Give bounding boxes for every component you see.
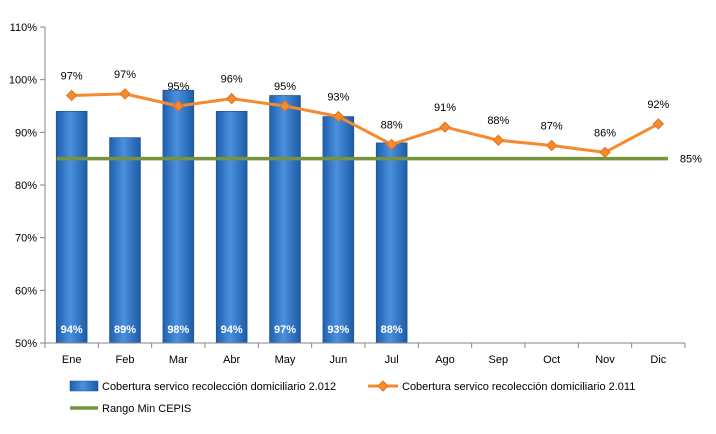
y-tick-label: 110% bbox=[10, 22, 38, 34]
legend-swatch-bar bbox=[69, 380, 99, 392]
line-data-label: 97% bbox=[114, 69, 136, 81]
legend-label: Rango Min CEPIS bbox=[102, 403, 191, 415]
y-tick-label: 70% bbox=[15, 233, 37, 245]
line-data-label: 91% bbox=[434, 102, 456, 114]
reference-line-label: 85% bbox=[680, 154, 702, 166]
x-axis: Ene Feb Mar Abr May Jun Jul Ago Sep Oct Nov Dic bbox=[44, 342, 686, 366]
line-marker bbox=[119, 88, 131, 100]
x-tick-label: May bbox=[275, 354, 296, 366]
bar-data-label: 88% bbox=[381, 324, 403, 336]
line-data-label: 97% bbox=[61, 70, 83, 82]
line-marker bbox=[225, 92, 238, 105]
legend: Cobertura servico recolección domiciliar… bbox=[69, 380, 635, 415]
x-tick-label: Ago bbox=[435, 354, 455, 366]
line-series bbox=[56, 88, 668, 161]
bar-data-label: 93% bbox=[327, 324, 349, 336]
line-marker bbox=[652, 118, 665, 130]
line-data-label: 88% bbox=[487, 115, 509, 127]
bar bbox=[162, 89, 195, 344]
x-tick-label: Abr bbox=[223, 354, 240, 366]
legend-marker bbox=[377, 380, 389, 392]
y-tick-label: 100% bbox=[9, 75, 37, 87]
y-tick-label: 50% bbox=[15, 338, 37, 350]
x-tick-label: Jul bbox=[385, 354, 399, 366]
y-axis: 50% 60% 70% 80% 90% 100% 110% bbox=[9, 22, 46, 350]
line-marker bbox=[279, 100, 291, 112]
series-line bbox=[71, 92, 660, 154]
line-data-label: 93% bbox=[327, 92, 349, 104]
line-marker bbox=[439, 121, 451, 133]
bar-data-label: 89% bbox=[114, 324, 136, 336]
line-data-label: 87% bbox=[541, 121, 563, 133]
y-tick-label: 80% bbox=[15, 180, 37, 192]
x-tick-label: Jun bbox=[329, 354, 347, 366]
x-tick-label: Ene bbox=[62, 354, 82, 366]
line-marker bbox=[492, 134, 505, 146]
legend-label: Cobertura servico recolección domiciliar… bbox=[102, 381, 336, 393]
bar-data-label: 97% bbox=[274, 324, 296, 336]
x-tick-label: Feb bbox=[116, 354, 135, 366]
line-marker bbox=[332, 110, 345, 123]
x-tick-label: Sep bbox=[489, 354, 509, 366]
line-data-label: 96% bbox=[221, 74, 243, 86]
bar bbox=[375, 142, 408, 344]
x-tick-label: Oct bbox=[543, 354, 560, 366]
bar-data-label: 98% bbox=[167, 324, 189, 336]
bar bbox=[322, 116, 355, 344]
y-tick-label: 60% bbox=[15, 285, 37, 297]
bar-data-label: 94% bbox=[61, 324, 83, 336]
line-marker bbox=[172, 100, 185, 112]
line-data-label: 92% bbox=[647, 99, 669, 111]
line-marker bbox=[65, 89, 78, 102]
data-labels: 94% 89% 98% 94% 97% 93% 88% 85% 97% 97% 95% 96% 95% 9… bbox=[61, 69, 703, 336]
bar-series bbox=[55, 89, 408, 344]
bar-data-label: 94% bbox=[221, 324, 243, 336]
line-data-label: 86% bbox=[594, 127, 616, 139]
x-tick-label: Dic bbox=[650, 354, 666, 366]
line-marker bbox=[599, 146, 611, 159]
y-tick-label: 90% bbox=[15, 127, 37, 139]
bar bbox=[215, 110, 248, 344]
line-marker bbox=[545, 139, 558, 152]
line-data-label: 88% bbox=[381, 119, 403, 131]
bar bbox=[269, 95, 301, 344]
x-tick-label: Mar bbox=[169, 354, 188, 366]
bar bbox=[55, 110, 88, 344]
line-data-label: 95% bbox=[167, 81, 189, 93]
line-marker bbox=[385, 138, 398, 151]
x-tick-label: Nov bbox=[595, 354, 615, 366]
bar bbox=[109, 137, 141, 344]
line-data-label: 95% bbox=[274, 81, 296, 93]
legend-label: Cobertura servico recolección domiciliar… bbox=[402, 381, 635, 393]
